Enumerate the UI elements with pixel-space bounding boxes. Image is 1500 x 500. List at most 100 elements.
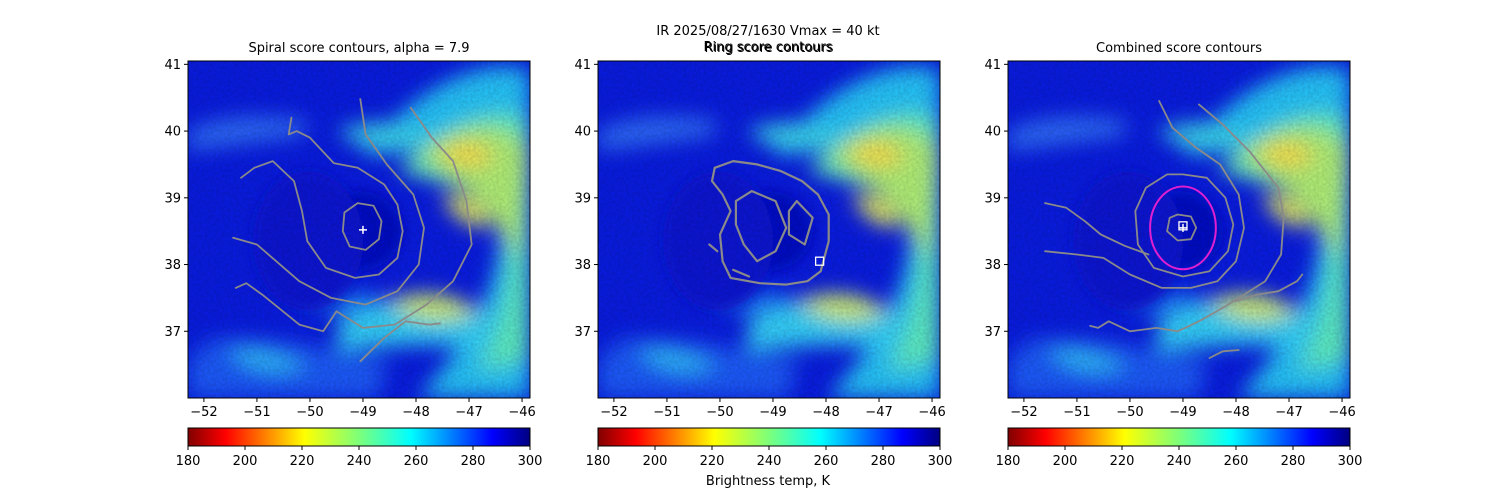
contour-line <box>732 268 751 278</box>
y-tick-label: 41 <box>574 58 591 73</box>
x-tick-label: −50 <box>706 405 733 420</box>
axes-frame <box>597 60 941 399</box>
colorbar-tick-label: 300 <box>518 454 543 469</box>
colorbar-tick-label: 180 <box>586 454 611 469</box>
y-tick-label: 41 <box>984 58 1001 73</box>
x-tick-label: −46 <box>918 405 945 420</box>
colorbar-tick-label: 240 <box>347 454 372 469</box>
colorbar-tick-label: 260 <box>404 454 429 469</box>
colorbar-tick-label: 280 <box>1281 454 1306 469</box>
contour-group <box>1044 100 1304 359</box>
contour-line <box>1044 100 1245 289</box>
y-tick-label: 37 <box>984 325 1001 340</box>
colorbar-tick-label: 200 <box>643 454 668 469</box>
axes-frame <box>1007 60 1351 399</box>
y-tick-label: 37 <box>574 325 591 340</box>
colorbar <box>187 427 531 447</box>
x-tick-label: −46 <box>508 405 535 420</box>
x-tick-label: −48 <box>402 405 429 420</box>
colorbar <box>1007 427 1351 447</box>
x-tick-label: −52 <box>190 405 217 420</box>
colorbar-tick-label: 200 <box>1053 454 1078 469</box>
colorbar-tick-label: 240 <box>1167 454 1192 469</box>
x-tick-label: −51 <box>243 405 270 420</box>
colorbar-tick-label: 200 <box>233 454 258 469</box>
brightness-field <box>598 61 940 398</box>
center-marker-square <box>814 256 825 266</box>
center-ring <box>1149 185 1217 271</box>
contour-line <box>734 190 788 263</box>
y-tick-label: 37 <box>164 325 181 340</box>
contour-line <box>232 98 425 306</box>
panel-1: −52 −51 −50 −49 −48 −47 −46 37 38 39 40 41 Spiral sc… <box>164 41 542 469</box>
y-tick-label: 40 <box>574 125 591 140</box>
y-tick-label: 38 <box>574 258 591 273</box>
colorbar-tick-label: 260 <box>814 454 839 469</box>
y-tick-label: 39 <box>164 191 181 206</box>
colorbar <box>597 427 941 447</box>
contour-line <box>1044 202 1150 256</box>
colorbar-tick-label: 180 <box>996 454 1021 469</box>
colorbar-tick-label: 280 <box>871 454 896 469</box>
y-tick-label: 40 <box>984 125 1001 140</box>
contour-line <box>1208 349 1240 359</box>
x-tick-label: −48 <box>1222 405 1249 420</box>
panel-title: Combined score contours <box>1096 41 1262 56</box>
contour-line <box>710 160 830 286</box>
colorbar-tick-label: 300 <box>928 454 953 469</box>
colorbar-tick-label: 220 <box>700 454 725 469</box>
contour-line <box>1134 173 1235 278</box>
contour-line <box>234 106 473 333</box>
x-tick-label: −50 <box>1116 405 1143 420</box>
y-tick-label: 38 <box>984 258 1001 273</box>
y-tick-label: 38 <box>164 258 181 273</box>
y-tick-label: 39 <box>574 191 591 206</box>
contour-line <box>708 243 719 253</box>
x-tick-label: −52 <box>600 405 627 420</box>
axes-frame <box>187 60 531 399</box>
figure-title: IR 2025/08/27/1630 Vmax = 40 kt <box>656 24 879 39</box>
x-tick-label: −48 <box>812 405 839 420</box>
colorbar-tick-label: 220 <box>290 454 315 469</box>
x-tick-label: −47 <box>1275 405 1302 420</box>
y-tick-label: 40 <box>164 125 181 140</box>
panel-2: −52 −51 −50 −49 −48 −47 −46 37 38 39 40 41 Ring scor… <box>574 41 952 469</box>
x-tick-label: −49 <box>349 405 376 420</box>
contour-line <box>359 320 441 363</box>
x-tick-label: −47 <box>455 405 482 420</box>
contour-group <box>232 98 473 363</box>
contour-line <box>1235 273 1304 303</box>
y-tick-label: 39 <box>984 191 1001 206</box>
contour-group <box>708 160 830 286</box>
colorbar-label: Brightness temp, K <box>706 474 831 489</box>
panel-title: Ring score contours <box>704 41 833 56</box>
colorbar-tick-label: 220 <box>1110 454 1135 469</box>
contour-line <box>787 200 814 246</box>
satellite-image <box>598 61 940 398</box>
x-tick-label: −51 <box>653 405 680 420</box>
colorbar-tick-label: 280 <box>461 454 486 469</box>
colorbar-tick-label: 260 <box>1224 454 1249 469</box>
center-marker-plus <box>358 225 367 234</box>
x-tick-label: −50 <box>296 405 323 420</box>
contour-line <box>341 202 383 251</box>
colorbar-tick-label: 240 <box>757 454 782 469</box>
figure-subtitle: Ring score contours <box>703 40 832 55</box>
x-tick-label: −46 <box>1328 405 1355 420</box>
colorbar-tick-label: 300 <box>1338 454 1363 469</box>
x-tick-label: −47 <box>865 405 892 420</box>
x-tick-label: −49 <box>1169 405 1196 420</box>
contour-line <box>1089 103 1285 333</box>
x-tick-label: −52 <box>1010 405 1037 420</box>
center-marker-square <box>1178 221 1188 231</box>
x-tick-label: −49 <box>759 405 786 420</box>
y-tick-label: 41 <box>164 58 181 73</box>
contour-line <box>1166 213 1198 242</box>
x-tick-label: −51 <box>1063 405 1090 420</box>
panel-title: Spiral score contours, alpha = 7.9 <box>248 41 469 56</box>
panel-3: −52 −51 −50 −49 −48 −47 −46 37 38 39 40 41 Combined … <box>984 41 1362 469</box>
contour-line <box>240 116 404 279</box>
colorbar-tick-label: 180 <box>176 454 201 469</box>
center-marker-plus <box>1178 223 1187 232</box>
